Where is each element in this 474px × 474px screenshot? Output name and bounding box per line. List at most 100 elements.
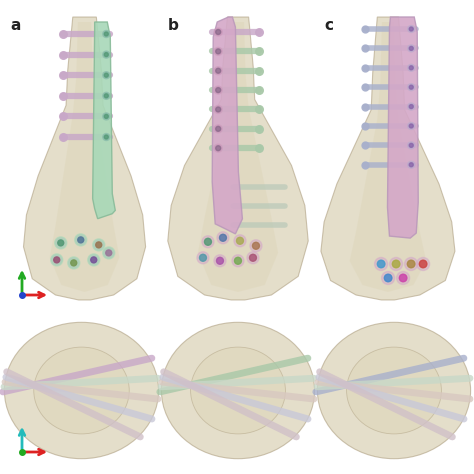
Circle shape bbox=[214, 255, 226, 267]
Circle shape bbox=[94, 240, 104, 250]
Circle shape bbox=[250, 240, 262, 252]
Polygon shape bbox=[50, 22, 119, 292]
Circle shape bbox=[68, 257, 80, 269]
Circle shape bbox=[214, 106, 222, 113]
Circle shape bbox=[237, 237, 244, 244]
Circle shape bbox=[103, 247, 115, 259]
Circle shape bbox=[253, 242, 259, 249]
Ellipse shape bbox=[346, 347, 441, 434]
Circle shape bbox=[103, 134, 110, 140]
Circle shape bbox=[78, 237, 84, 243]
Circle shape bbox=[408, 142, 415, 149]
Circle shape bbox=[104, 53, 108, 56]
Circle shape bbox=[409, 66, 413, 70]
Circle shape bbox=[216, 127, 221, 131]
Circle shape bbox=[405, 257, 418, 271]
Circle shape bbox=[409, 124, 413, 128]
Circle shape bbox=[52, 255, 62, 265]
Circle shape bbox=[197, 252, 209, 264]
Circle shape bbox=[216, 146, 221, 151]
Circle shape bbox=[69, 258, 79, 268]
Polygon shape bbox=[350, 22, 426, 292]
Circle shape bbox=[409, 46, 413, 50]
Circle shape bbox=[408, 161, 415, 168]
Circle shape bbox=[103, 92, 110, 100]
Circle shape bbox=[419, 260, 427, 268]
Circle shape bbox=[408, 122, 415, 129]
Circle shape bbox=[54, 257, 60, 263]
Circle shape bbox=[408, 84, 415, 91]
Circle shape bbox=[103, 113, 110, 120]
Circle shape bbox=[399, 274, 407, 282]
Circle shape bbox=[408, 64, 415, 71]
Circle shape bbox=[56, 238, 66, 248]
Circle shape bbox=[409, 143, 413, 147]
Circle shape bbox=[216, 107, 221, 112]
Circle shape bbox=[96, 242, 102, 248]
Circle shape bbox=[104, 114, 108, 118]
Circle shape bbox=[104, 135, 108, 139]
Circle shape bbox=[417, 257, 429, 271]
Circle shape bbox=[104, 94, 108, 98]
Circle shape bbox=[214, 28, 222, 36]
Circle shape bbox=[217, 232, 229, 244]
Circle shape bbox=[390, 257, 402, 271]
Circle shape bbox=[106, 250, 112, 256]
Circle shape bbox=[408, 103, 415, 110]
Ellipse shape bbox=[34, 347, 129, 434]
Circle shape bbox=[89, 255, 99, 265]
Circle shape bbox=[214, 125, 222, 133]
Text: a: a bbox=[10, 18, 20, 33]
Circle shape bbox=[103, 51, 110, 58]
Circle shape bbox=[407, 260, 415, 268]
Circle shape bbox=[408, 45, 415, 52]
Polygon shape bbox=[24, 17, 146, 300]
Circle shape bbox=[71, 260, 77, 266]
Circle shape bbox=[104, 248, 114, 258]
Circle shape bbox=[217, 257, 223, 264]
Circle shape bbox=[235, 257, 241, 264]
Circle shape bbox=[216, 68, 221, 73]
Ellipse shape bbox=[191, 347, 285, 434]
Circle shape bbox=[384, 274, 392, 282]
Circle shape bbox=[214, 144, 222, 152]
Circle shape bbox=[409, 105, 413, 109]
Ellipse shape bbox=[161, 322, 315, 459]
Circle shape bbox=[377, 260, 385, 268]
Circle shape bbox=[408, 26, 415, 33]
Circle shape bbox=[374, 257, 388, 271]
Text: b: b bbox=[168, 18, 179, 33]
Circle shape bbox=[409, 27, 413, 31]
Circle shape bbox=[58, 240, 64, 246]
Circle shape bbox=[103, 72, 110, 79]
Circle shape bbox=[249, 254, 256, 261]
Circle shape bbox=[392, 260, 400, 268]
Circle shape bbox=[75, 234, 87, 246]
Circle shape bbox=[214, 86, 222, 94]
Circle shape bbox=[91, 257, 97, 263]
Polygon shape bbox=[212, 17, 242, 234]
Circle shape bbox=[202, 236, 214, 248]
Circle shape bbox=[103, 30, 110, 37]
Circle shape bbox=[51, 254, 63, 266]
Circle shape bbox=[204, 238, 211, 245]
Ellipse shape bbox=[318, 322, 471, 459]
Polygon shape bbox=[321, 17, 455, 300]
Circle shape bbox=[409, 85, 413, 89]
Polygon shape bbox=[92, 22, 115, 219]
Circle shape bbox=[93, 239, 105, 251]
Circle shape bbox=[214, 47, 222, 55]
Text: c: c bbox=[324, 18, 333, 33]
Circle shape bbox=[104, 32, 108, 36]
Polygon shape bbox=[168, 17, 308, 300]
Circle shape bbox=[216, 29, 221, 35]
Circle shape bbox=[219, 234, 227, 241]
Circle shape bbox=[409, 163, 413, 167]
Circle shape bbox=[382, 272, 395, 284]
Circle shape bbox=[88, 254, 100, 266]
Circle shape bbox=[247, 252, 259, 264]
Circle shape bbox=[200, 254, 207, 261]
Circle shape bbox=[232, 255, 244, 267]
Ellipse shape bbox=[4, 322, 159, 459]
Polygon shape bbox=[198, 22, 278, 292]
